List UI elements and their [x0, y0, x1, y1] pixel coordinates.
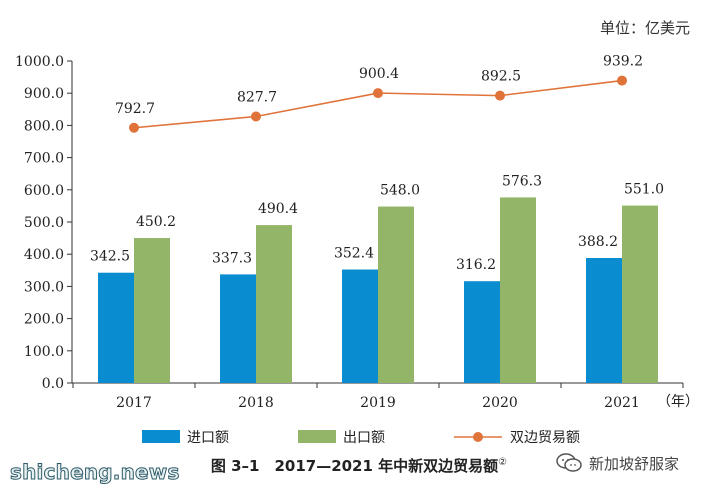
x-unit-label: （年） [657, 394, 699, 410]
total-point [617, 75, 627, 86]
y-tick-label: 600.0 [24, 183, 64, 199]
legend-import-label: 进口额 [187, 430, 229, 446]
import-bar [586, 257, 622, 383]
bars [98, 197, 658, 383]
total-value-label: 792.7 [115, 101, 155, 117]
export-bar [500, 197, 536, 383]
export-bar [378, 206, 414, 383]
data-labels: 342.5 337.3 352.4 316.2 388.2 450.2 490.4 548.0… [90, 54, 664, 274]
legend-export-swatch [298, 430, 336, 443]
caption-note: ② [498, 457, 508, 468]
total-point [495, 90, 505, 101]
total-point [251, 111, 261, 122]
y-tick-label: 700.0 [24, 151, 64, 167]
total-value-label: 827.7 [237, 89, 277, 105]
x-tick-label: 2020 [482, 395, 518, 411]
y-tick-label: 300.0 [24, 279, 64, 295]
x-tick-label: 2021 [604, 395, 640, 411]
import-value-label: 352.4 [334, 246, 374, 262]
x-tick-label: 2018 [238, 395, 274, 411]
x-tick-label: 2017 [116, 395, 152, 411]
export-bar [134, 238, 170, 383]
legend-import-swatch [142, 430, 180, 443]
import-bar [98, 272, 134, 383]
figure-caption: 图 3–1 2017—2021 年中新双边贸易额② [0, 455, 718, 476]
watermark-right-text: 新加坡舒服家 [589, 454, 680, 473]
legend-export-label: 出口额 [343, 430, 385, 446]
import-bar [220, 274, 256, 383]
wechat-icon [555, 452, 583, 474]
export-bar [256, 225, 292, 383]
import-bar [464, 281, 500, 383]
y-tick-label: 1000.0 [15, 54, 64, 70]
export-value-label: 450.2 [136, 214, 176, 230]
total-line-path [133, 79, 623, 129]
export-value-label: 548.0 [380, 183, 420, 199]
y-tick-label: 500.0 [24, 215, 64, 231]
total-line [129, 75, 627, 133]
y-tick-label: 800.0 [24, 118, 64, 134]
total-value-label: 900.4 [359, 66, 399, 82]
import-value-label: 337.3 [212, 250, 252, 266]
watermark-left: shicheng.news [10, 460, 180, 485]
x-tick-label: 2019 [360, 395, 396, 411]
axes: 0.0 100.0 200.0 300.0 400.0 500.0 600.0 700.0 80… [15, 54, 699, 411]
legend-total-marker [473, 432, 483, 442]
legend-total-label: 双边贸易额 [510, 430, 580, 446]
export-value-label: 490.4 [258, 201, 298, 217]
import-value-label: 316.2 [456, 257, 496, 273]
export-bar [622, 205, 658, 383]
total-value-label: 892.5 [481, 69, 521, 85]
watermark-right: 新加坡舒服家 [555, 452, 679, 474]
y-tick-label: 900.0 [24, 86, 64, 102]
import-value-label: 388.2 [578, 234, 618, 250]
y-tick-label: 400.0 [24, 247, 64, 263]
export-value-label: 576.3 [502, 173, 542, 189]
export-value-label: 551.0 [624, 182, 664, 198]
total-value-label: 939.2 [603, 54, 643, 70]
legend: 进口额 出口额 双边贸易额 [142, 430, 580, 446]
import-value-label: 342.5 [90, 249, 130, 265]
import-bar [342, 269, 378, 383]
total-point [129, 122, 139, 133]
y-tick-label: 0.0 [42, 376, 64, 392]
unit-label: 单位：亿美元 [600, 19, 690, 37]
y-tick-label: 200.0 [24, 312, 64, 328]
y-tick-label: 100.0 [24, 344, 64, 360]
caption-text: 图 3–1 2017—2021 年中新双边贸易额 [210, 457, 499, 475]
total-point [373, 88, 383, 99]
